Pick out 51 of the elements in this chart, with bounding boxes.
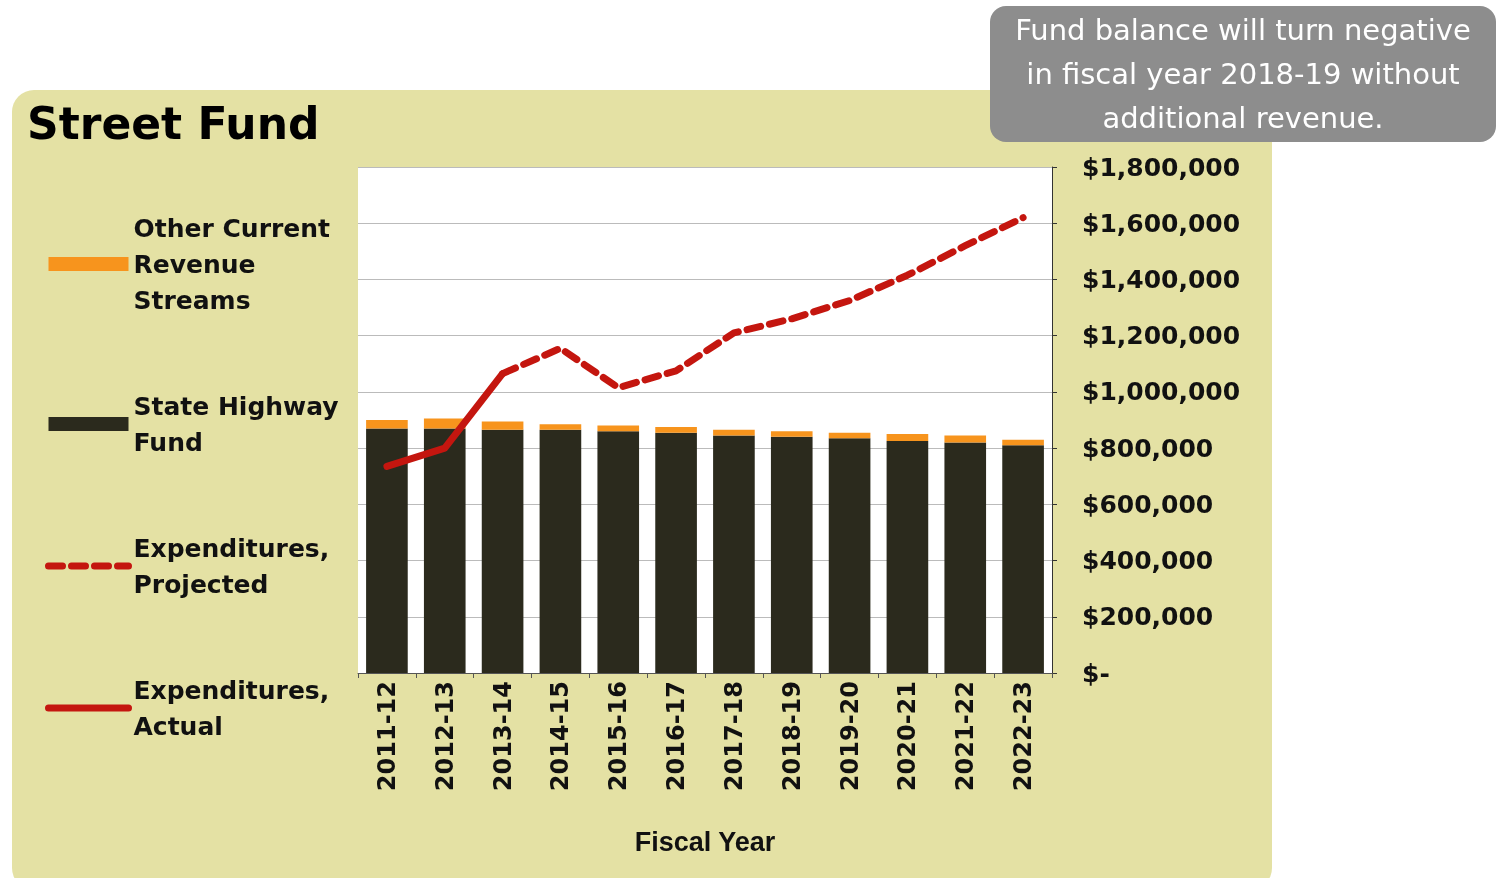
bar <box>597 431 640 673</box>
y-tick-label: $1,600,000 <box>1082 208 1241 238</box>
bar <box>944 435 987 443</box>
x-tick-label: 2011-12 <box>372 681 401 792</box>
bar <box>770 431 813 437</box>
x-tick-label: 2019-20 <box>835 681 864 792</box>
bar <box>828 438 871 673</box>
bar <box>481 429 524 673</box>
bar <box>713 435 755 673</box>
x-axis-title: Fiscal Year <box>634 826 776 857</box>
y-tick-label: $1,400,000 <box>1082 264 1241 294</box>
x-tick-label: 2021-22 <box>951 681 980 792</box>
bar <box>886 441 929 673</box>
y-tick-label: $600,000 <box>1082 489 1214 519</box>
x-tick-label: 2014-15 <box>546 681 575 792</box>
bar <box>713 429 755 436</box>
y-tick-label: $200,000 <box>1082 602 1214 632</box>
bar <box>655 427 697 433</box>
y-tick-label: $1,000,000 <box>1082 377 1241 407</box>
y-tick-label: $400,000 <box>1082 546 1214 576</box>
bar <box>423 428 466 673</box>
bar <box>770 436 813 673</box>
bar <box>366 428 408 673</box>
speech-bubble: Fund balance will turn negative in fiscal year 2018-19 without additional revenue. <box>990 6 1496 142</box>
y-tick-label: $1,800,000 <box>1082 152 1241 182</box>
bar <box>539 429 582 673</box>
x-tick-label: 2016-17 <box>662 681 691 792</box>
x-tick-label: 2017-18 <box>719 681 748 792</box>
bar <box>539 424 582 430</box>
x-tick-label: 2013-14 <box>488 681 517 792</box>
x-tick-label: 2020-21 <box>893 681 922 792</box>
y-tick-label: $1,200,000 <box>1082 321 1241 351</box>
y-tick-label: $800,000 <box>1082 433 1214 463</box>
bar <box>886 434 929 442</box>
bar <box>1002 445 1044 673</box>
x-tick-label: 2022-23 <box>1009 681 1038 792</box>
x-tick-label: 2018-19 <box>777 681 806 792</box>
x-tick-label: 2015-16 <box>604 681 633 792</box>
bar <box>655 432 697 673</box>
bar <box>366 420 408 429</box>
legend-label: Expenditures, Actual <box>133 675 338 741</box>
legend-label: Other Current Revenue Streams <box>133 213 339 315</box>
bar <box>1002 439 1044 446</box>
y-tick-label: $- <box>1082 658 1110 688</box>
legend-label: Expenditures, Projected <box>133 533 338 599</box>
bar <box>597 425 640 432</box>
chart-title: Street Fund <box>27 97 320 149</box>
bar <box>944 442 987 673</box>
legend-label: State Highway Fund <box>133 391 348 457</box>
bar <box>481 421 524 430</box>
x-tick-label: 2012-13 <box>430 681 459 792</box>
